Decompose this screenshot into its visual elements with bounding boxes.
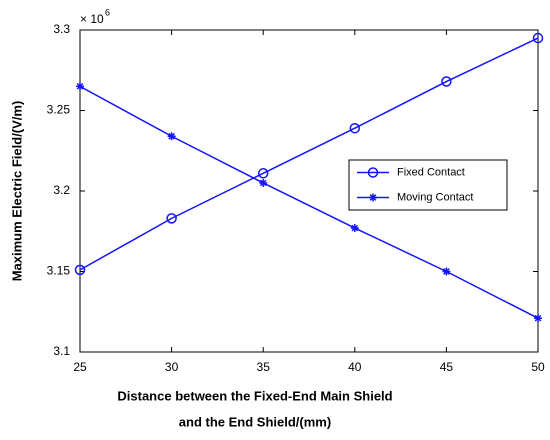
x-axis-label: and the End Shield/(mm) [179, 414, 331, 429]
x-tick-label: 45 [440, 360, 454, 374]
marker [534, 314, 542, 323]
series-line [79, 85, 539, 319]
marker [259, 178, 268, 187]
marker [442, 267, 451, 276]
marker [441, 76, 452, 87]
marker [166, 213, 177, 224]
marker [349, 122, 361, 134]
y-tick-label: 3.25 [47, 103, 71, 117]
y-tick-label: 3.2 [53, 183, 70, 197]
y-tick-label: 3.3 [53, 22, 70, 36]
marker [367, 167, 379, 178]
y-tick-label: 3.1 [53, 344, 70, 358]
series-line [79, 37, 539, 271]
y-axis-label: Maximum Electric Field/(V/m) [9, 101, 24, 282]
marker [350, 224, 359, 233]
x-tick-label: 50 [531, 360, 545, 374]
legend-label: Fixed Contact [397, 166, 465, 178]
x-tick-label: 35 [257, 360, 271, 374]
marker [532, 32, 544, 44]
x-axis-label: Distance between the Fixed-End Main Shie… [117, 388, 392, 403]
y-tick-label: 3.15 [47, 264, 71, 278]
x-tick-label: 30 [165, 360, 179, 374]
x-tick-label: 25 [73, 360, 87, 374]
marker [257, 168, 269, 179]
marker [369, 193, 377, 202]
marker [76, 82, 84, 91]
y-multiplier-exponent: 6 [105, 7, 110, 17]
y-multiplier: × 10 [80, 12, 104, 26]
x-tick-label: 40 [348, 360, 362, 374]
marker [167, 132, 176, 141]
marker [74, 264, 86, 276]
legend-label: Moving Contact [397, 191, 473, 203]
